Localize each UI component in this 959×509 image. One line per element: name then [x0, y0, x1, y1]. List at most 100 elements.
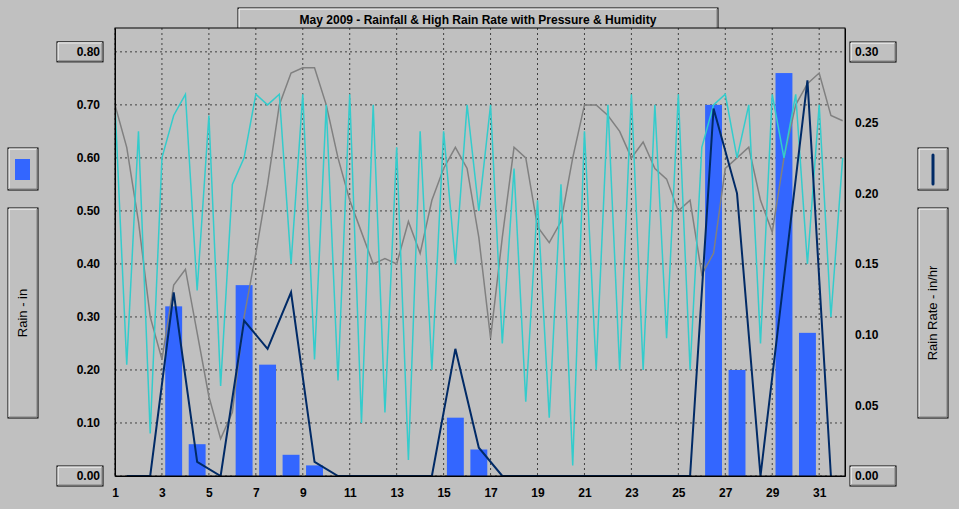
title: May 2009 - Rainfall & High Rain Rate wit… [300, 13, 657, 27]
rain-bar [799, 333, 816, 476]
y2-end-box [850, 42, 896, 62]
y2-end-box-highlight [851, 43, 895, 61]
series-line [115, 94, 843, 465]
right-legend-box-highlight [919, 149, 947, 189]
bar-series [165, 73, 816, 476]
y-title-box-highlight [9, 209, 37, 417]
x-axis-tick-label: 13 [390, 486, 404, 500]
x-axis-tick: 11 [344, 476, 357, 500]
y-axis-tick: 0.50 [77, 204, 115, 218]
y2-end-box-face [850, 466, 896, 486]
y2-axis-tick: 0.10 [845, 328, 879, 342]
y2-axis-tick-label: 0.10 [855, 328, 879, 342]
y2-axis-tick-label: 0.00 [855, 469, 879, 483]
rain-bar [729, 370, 746, 476]
right-legend-box-shadow [919, 149, 947, 189]
grid-line-x [819, 28, 820, 476]
y-axis: 0.000.100.200.300.400.500.600.700.80 [77, 29, 116, 484]
chart-svg: May 2009 - Rainfall & High Rain Rate wit… [0, 0, 959, 509]
x-axis-tick-label: 25 [672, 486, 686, 500]
y-axis-tick: 0.70 [77, 98, 115, 112]
y2-axis-tick-label: 0.15 [855, 257, 879, 271]
plot-area [115, 28, 845, 476]
x-axis-line [116, 476, 846, 477]
left-legend-box-highlight [9, 149, 37, 189]
y-axis-tick-label: 0.20 [77, 363, 101, 377]
y2-axis-tick-label: 0.20 [855, 187, 879, 201]
grid-line-x [584, 28, 585, 476]
x-axis-tick: 9 [300, 476, 307, 500]
y2-axis-tick: 0.25 [845, 116, 879, 130]
grid-line-x [208, 28, 209, 476]
x-axis-tick-label: 27 [719, 486, 733, 500]
x-axis-tick-label: 9 [300, 486, 307, 500]
grid-line-y [115, 104, 845, 105]
grid-line-x [537, 28, 538, 476]
y2-end-box-highlight [851, 467, 895, 485]
y-axis-title: Rain - in [15, 289, 30, 337]
x-axis-tick: 29 [766, 476, 780, 500]
y2-axis-tick-label: 0.30 [855, 45, 879, 59]
y-axis-tick-label: 0.00 [77, 469, 101, 483]
x-axis-tick-label: 15 [437, 486, 451, 500]
rain-bar [259, 365, 276, 476]
grid-line-y [115, 263, 845, 264]
y-axis-tick: 0.80 [77, 45, 115, 59]
grid [115, 28, 845, 476]
x-axis-tick-label: 3 [159, 486, 166, 500]
y2-axis-line [845, 29, 846, 477]
x-axis-tick-label: 21 [578, 486, 592, 500]
y-axis-tick-label: 0.10 [77, 416, 101, 430]
y-end-box-highlight [58, 43, 102, 61]
y-axis-tick: 0.60 [77, 151, 115, 165]
x-axis-tick: 7 [253, 476, 260, 500]
y-axis-tick-label: 0.60 [77, 151, 101, 165]
x-axis-tick: 17 [484, 476, 498, 500]
x-axis-tick: 23 [625, 476, 639, 500]
y2-axis-tick: 0.30 [845, 45, 879, 59]
y2-axis-tick: 0.15 [845, 257, 879, 271]
x-axis-tick-label: 31 [813, 486, 827, 500]
y-end-box-face [57, 42, 103, 62]
y-title-box [8, 208, 38, 418]
x-axis-tick-label: 5 [206, 486, 213, 500]
y2-title-box [918, 208, 948, 418]
y-axis-tick-label: 0.30 [77, 310, 101, 324]
y-axis-tick: 0.00 [77, 469, 115, 483]
x-axis-tick-label: 1 [112, 486, 119, 500]
grid-line-y [115, 210, 845, 211]
y-axis-tick-label: 0.70 [77, 98, 101, 112]
y2-end-box-shadow [851, 467, 895, 485]
y-title-box-shadow [9, 209, 37, 417]
x-axis-tick: 27 [719, 476, 733, 500]
y-axis-tick: 0.20 [77, 363, 115, 377]
y2-end-box-shadow [851, 43, 895, 61]
y2-axis-tick-label: 0.25 [855, 116, 879, 130]
y2-axis-tick: 0.20 [845, 187, 879, 201]
rain-bar [283, 455, 300, 476]
rain-bar [705, 105, 722, 476]
y2-axis-tick: 0.05 [845, 399, 879, 413]
y2-end-box-face [850, 42, 896, 62]
y-axis-tick-label: 0.80 [77, 45, 101, 59]
left-legend-box [8, 148, 38, 190]
y2-axis-tick-label: 0.05 [855, 399, 879, 413]
x-axis-tick: 13 [390, 476, 404, 500]
x-axis-tick-label: 19 [531, 486, 545, 500]
y2-end-box [850, 466, 896, 486]
rain-bar [306, 465, 323, 476]
x-axis-tick: 21 [578, 476, 592, 500]
x-axis-tick-label: 29 [766, 486, 780, 500]
y-axis-tick: 0.30 [77, 310, 115, 324]
x-axis-tick: 25 [672, 476, 686, 500]
y-end-box-face [57, 466, 103, 486]
rain-bar [447, 418, 464, 476]
right-legend-box-face [918, 148, 948, 190]
y-end-box-highlight [58, 467, 102, 485]
grid-line-x [396, 28, 397, 476]
y-axis-tick-label: 0.50 [77, 204, 101, 218]
x-axis-tick: 3 [159, 476, 166, 500]
x-axis-tick: 19 [531, 476, 545, 500]
y-end-box-shadow [58, 467, 102, 485]
x-axis-tick: 31 [813, 476, 827, 500]
